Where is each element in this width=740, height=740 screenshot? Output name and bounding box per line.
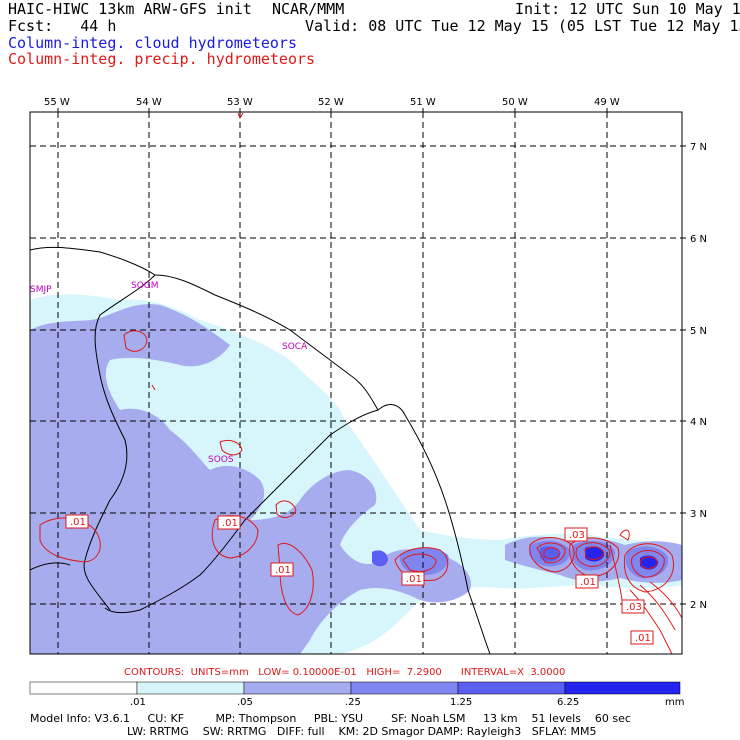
border-2 [104, 409, 379, 614]
border-1 [83, 274, 156, 611]
contour-label: .03 [569, 530, 585, 541]
lat-lon-grid [30, 112, 682, 654]
lat-label: 5 N [690, 326, 707, 337]
forecast-hour: Fcst: 44 h [8, 17, 117, 35]
model-info-line2: LW: RRTMG SW: RRTMG DIFF: full KM: 2D Sm… [127, 725, 597, 738]
map-field [30, 112, 682, 654]
contour-label: .01 [406, 574, 422, 585]
contour-labels: .01 .01 .01 .01 .03 .01 .03 .01 [65, 514, 654, 645]
station-label: SOCA [282, 342, 308, 352]
field-precip-label: Column-integ. precip. hydrometeors [8, 50, 316, 68]
border-3 [30, 562, 71, 571]
lon-label: 50 W [502, 97, 528, 108]
contour-info: CONTOURS: UNITS=mm LOW= 0.10000E-01 HIGH… [124, 667, 566, 678]
lat-label: 7 N [690, 142, 707, 153]
cloud-field-mid [30, 304, 471, 654]
lat-label: 6 N [690, 234, 707, 245]
center-label: NCAR/MMM [272, 0, 345, 18]
coastline [30, 246, 491, 654]
contour-label: .01 [635, 633, 651, 644]
lon-label: 52 W [318, 97, 344, 108]
lon-label: 54 W [136, 97, 162, 108]
field-cloud-label: Column-integ. cloud hydrometeors [8, 34, 297, 52]
lat-label: 4 N [690, 417, 707, 428]
valid-time: Valid: 08 UTC Tue 12 May 15 (05 LST Tue … [305, 17, 740, 35]
colorbar-tick: .01 [130, 697, 146, 708]
lat-label: 2 N [690, 600, 707, 611]
station-label: SMJP [30, 285, 52, 295]
map-frame [29, 111, 683, 655]
contour-label: .01 [275, 565, 291, 576]
contour-label: .03 [626, 602, 642, 613]
cloud-core-5 [372, 550, 388, 567]
contour-label: .01 [580, 577, 596, 588]
colorbar-units: mm [665, 697, 684, 708]
lon-label: 55 W [44, 97, 70, 108]
lon-label: 51 W [410, 97, 436, 108]
init-time: Init: 12 UTC Sun 10 May 15 [515, 0, 740, 18]
colorbar: .01 .05 .25 1.25 6.25 mm [29, 681, 684, 708]
model-info-line1: Model Info: V3.6.1 CU: KF MP: Thompson P… [30, 712, 631, 725]
lat-label: 3 N [690, 509, 707, 520]
contour-label: .01 [222, 518, 238, 529]
colorbar-tick: 1.25 [450, 697, 472, 708]
station-label: SOOS [208, 455, 234, 465]
colorbar-tick: 6.25 [557, 697, 579, 708]
lon-label: 53 W [227, 97, 253, 108]
station-label: SOGM [131, 281, 159, 291]
cloud-core-6 [410, 556, 432, 570]
cloud-max-3 [640, 555, 658, 570]
colorbar-tick: .05 [237, 697, 253, 708]
lon-label: 49 W [594, 97, 620, 108]
model-title: HAIC-HIWC 13km ARW-GFS init [8, 0, 252, 18]
contour-label: .01 [70, 517, 86, 528]
colorbar-tick: .25 [345, 697, 361, 708]
frame-ticks [57, 108, 686, 605]
